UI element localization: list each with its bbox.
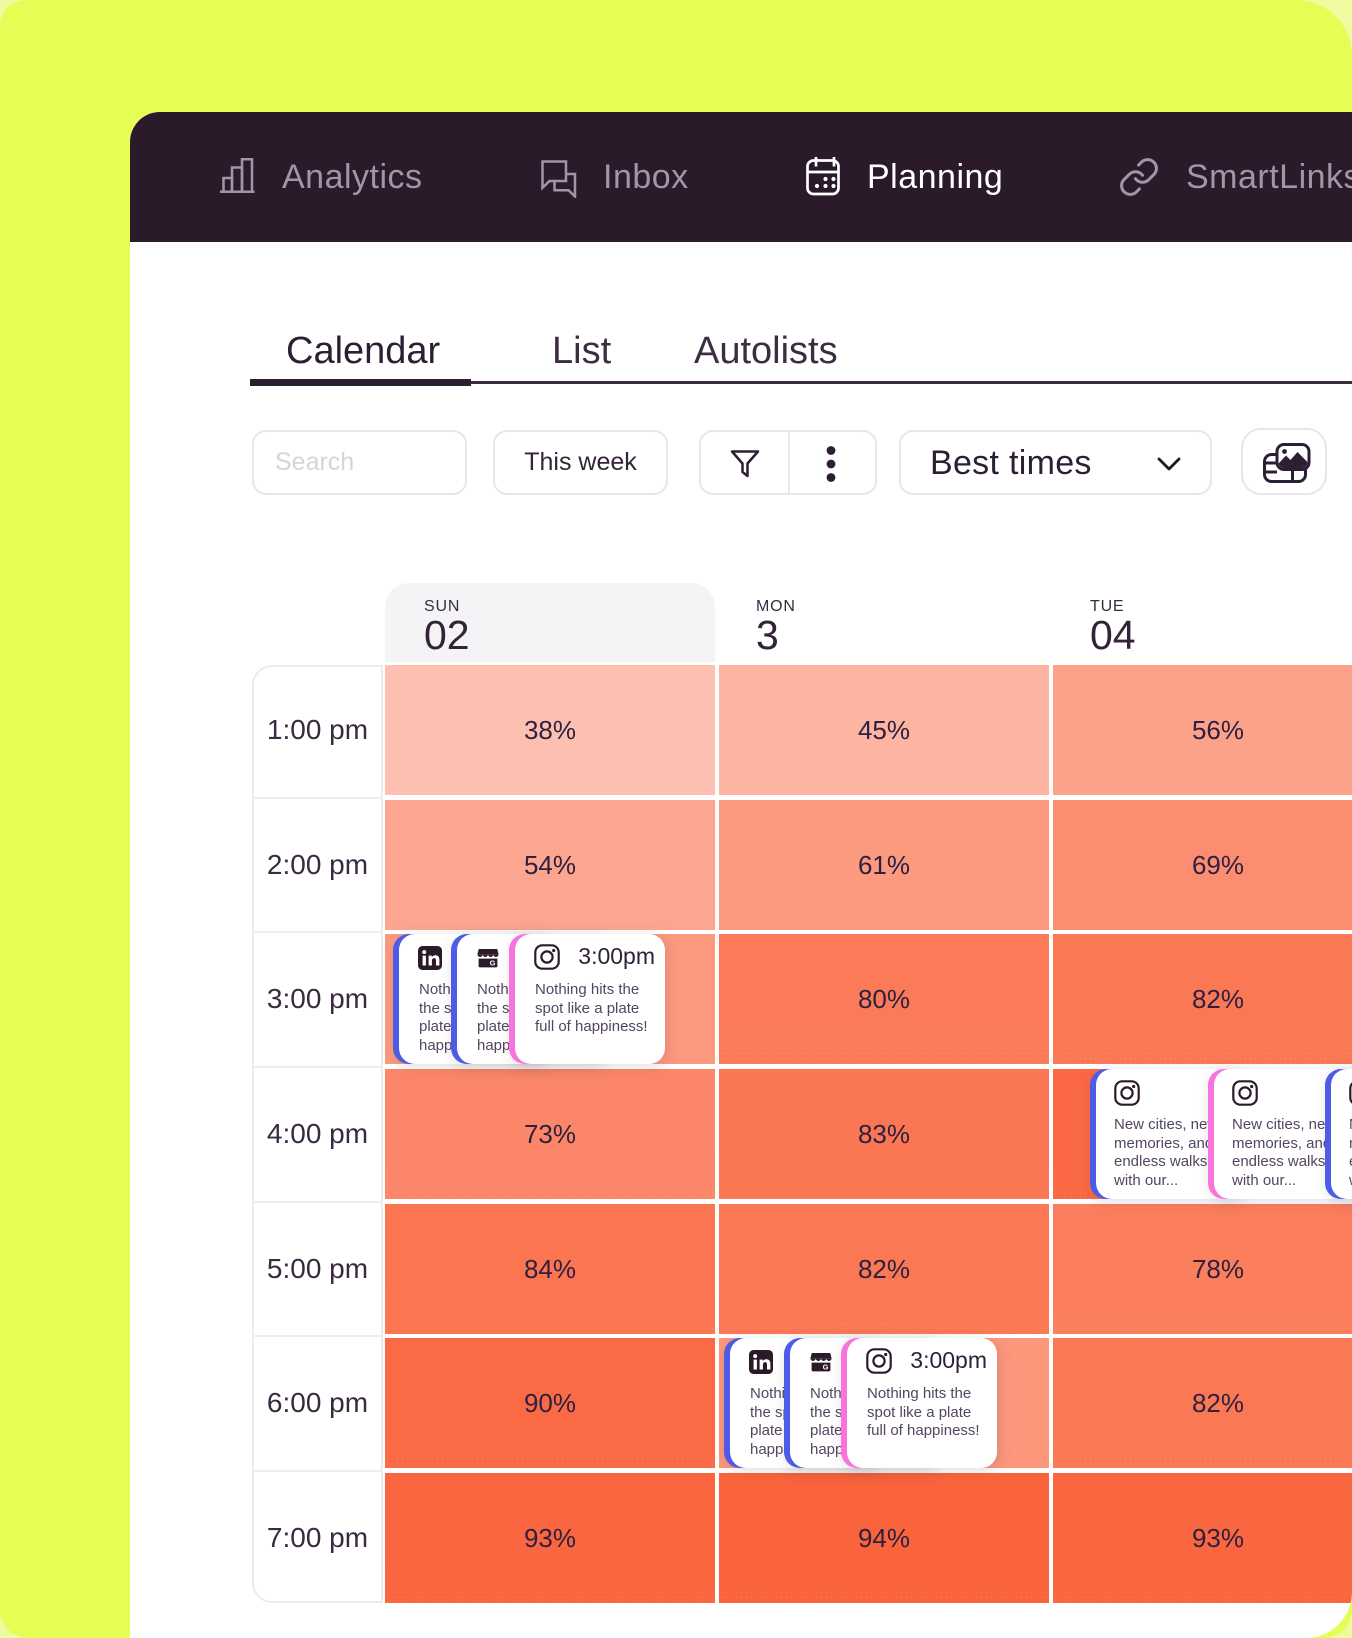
- svg-text:G: G: [823, 1362, 829, 1371]
- svg-text:G: G: [490, 958, 496, 967]
